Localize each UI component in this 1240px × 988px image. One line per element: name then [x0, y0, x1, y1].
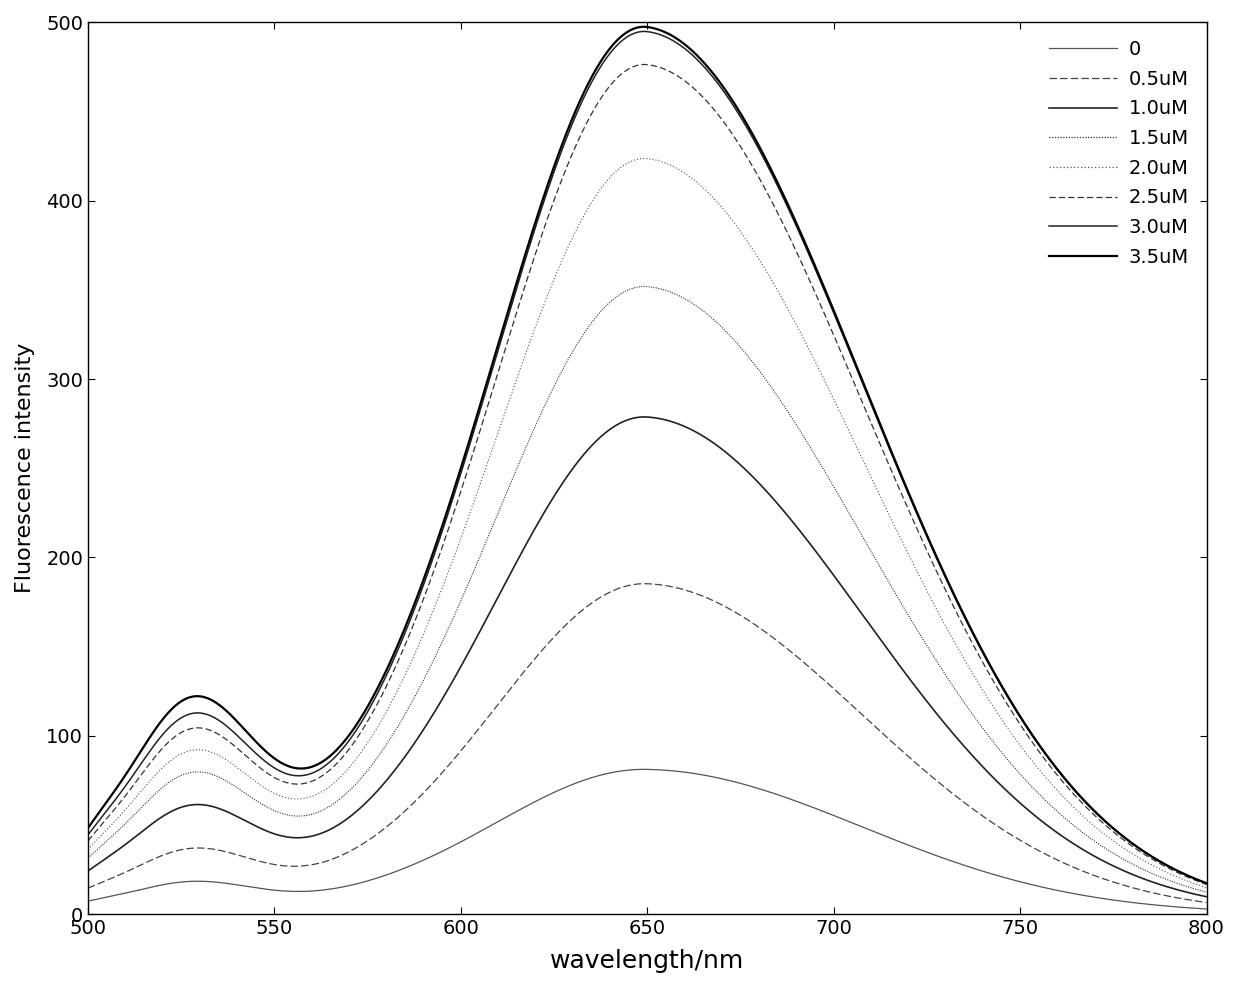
Legend: 0, 0.5uM, 1.0uM, 1.5uM, 2.0uM, 2.5uM, 3.0uM, 3.5uM: 0, 0.5uM, 1.0uM, 1.5uM, 2.0uM, 2.5uM, 3.… [1042, 33, 1197, 275]
Y-axis label: Fluorescence intensity: Fluorescence intensity [15, 343, 35, 594]
X-axis label: wavelength/nm: wavelength/nm [551, 949, 744, 973]
